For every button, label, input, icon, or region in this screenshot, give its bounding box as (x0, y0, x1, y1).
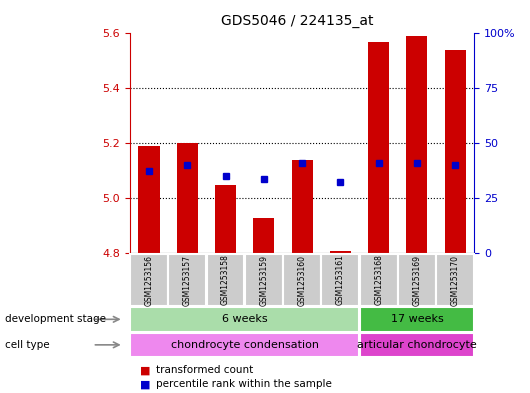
Text: 17 weeks: 17 weeks (391, 314, 443, 324)
FancyBboxPatch shape (360, 254, 398, 306)
Text: percentile rank within the sample: percentile rank within the sample (156, 379, 332, 389)
Text: GSM1253161: GSM1253161 (336, 255, 345, 305)
Text: GSM1253159: GSM1253159 (259, 255, 268, 305)
Text: GSM1253158: GSM1253158 (221, 255, 230, 305)
FancyBboxPatch shape (321, 254, 359, 306)
FancyBboxPatch shape (207, 254, 244, 306)
Bar (253, 218, 275, 253)
Bar (176, 143, 198, 253)
Text: articular chondrocyte: articular chondrocyte (357, 340, 477, 350)
Text: cell type: cell type (5, 340, 50, 350)
FancyBboxPatch shape (283, 254, 321, 306)
Text: ■: ■ (140, 379, 151, 389)
FancyBboxPatch shape (360, 332, 474, 357)
Bar (330, 251, 351, 253)
Text: development stage: development stage (5, 314, 107, 324)
Bar (292, 160, 313, 253)
FancyBboxPatch shape (360, 307, 474, 332)
Text: GSM1253169: GSM1253169 (412, 255, 421, 305)
Bar (215, 185, 236, 253)
Text: ■: ■ (140, 365, 151, 375)
Bar (407, 36, 428, 253)
FancyBboxPatch shape (245, 254, 283, 306)
Bar (368, 42, 389, 253)
FancyBboxPatch shape (130, 332, 359, 357)
FancyBboxPatch shape (398, 254, 436, 306)
FancyBboxPatch shape (436, 254, 474, 306)
Text: 6 weeks: 6 weeks (222, 314, 268, 324)
Text: GSM1253168: GSM1253168 (374, 255, 383, 305)
Bar (138, 146, 160, 253)
Bar (445, 50, 466, 253)
FancyBboxPatch shape (130, 254, 168, 306)
Text: chondrocyte condensation: chondrocyte condensation (171, 340, 319, 350)
Text: transformed count: transformed count (156, 365, 253, 375)
Text: GSM1253156: GSM1253156 (145, 255, 154, 305)
FancyBboxPatch shape (130, 307, 359, 332)
FancyBboxPatch shape (169, 254, 206, 306)
Text: GSM1253157: GSM1253157 (183, 255, 192, 305)
Text: GSM1253160: GSM1253160 (298, 255, 306, 305)
Text: GDS5046 / 224135_at: GDS5046 / 224135_at (220, 14, 373, 28)
Text: GSM1253170: GSM1253170 (450, 255, 460, 305)
